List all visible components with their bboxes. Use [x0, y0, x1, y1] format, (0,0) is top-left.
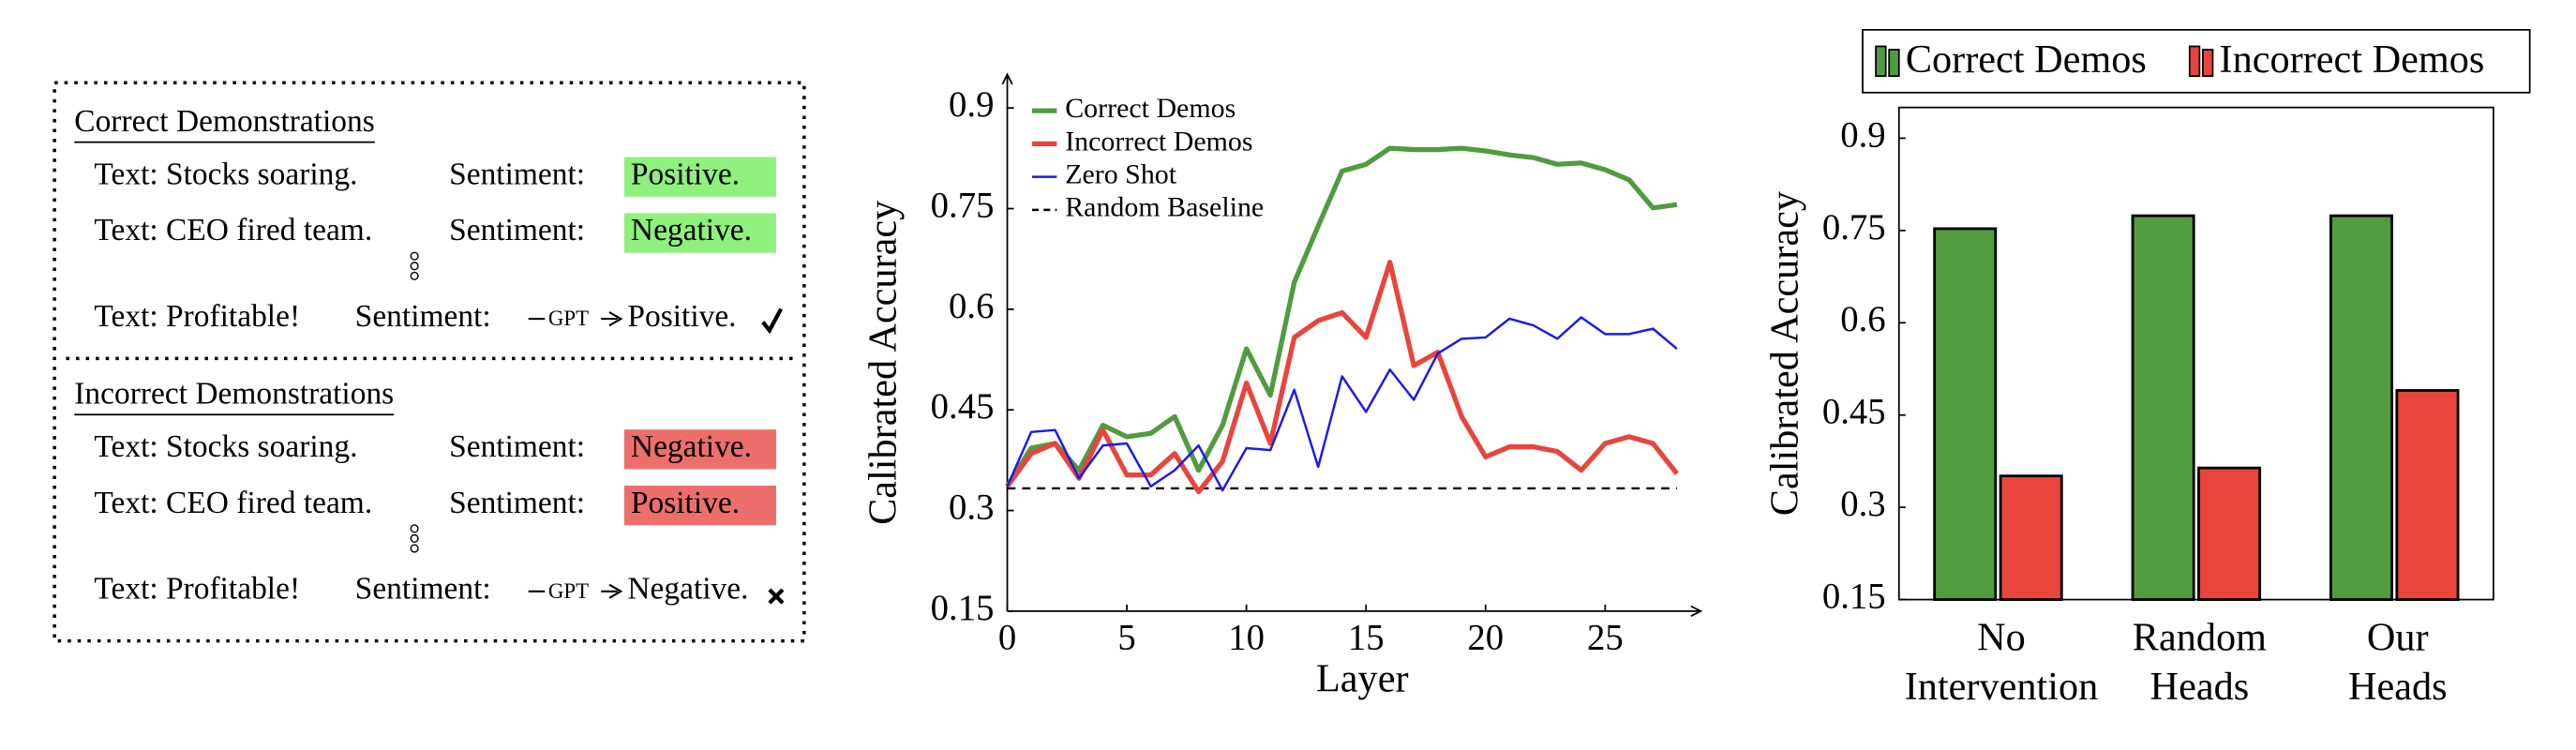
plot-frame	[1897, 106, 2494, 601]
example-prompt: Sentiment:	[449, 157, 585, 191]
x-tick-label: 15	[1348, 617, 1385, 657]
x-tick-label: Intervention	[1905, 665, 2099, 709]
y-tick-label: 0.9	[1840, 114, 1885, 155]
y-tick-label: 0.15	[931, 588, 995, 628]
legend-swatch	[2202, 49, 2214, 78]
y-tick-label: 0.3	[949, 487, 994, 527]
example-text: Text: Stocks soaring.	[94, 429, 357, 464]
series-line	[1005, 260, 1679, 495]
legend-swatch	[2188, 45, 2201, 78]
x-axis-arrow	[1690, 605, 1703, 617]
y-axis-arrow	[1001, 72, 1013, 85]
x-tick-label: 10	[1228, 617, 1265, 657]
label-highlight	[623, 429, 776, 470]
legend-label: Correct Demos	[1065, 93, 1236, 124]
demo-panel: Correct Demonstrations Text: Stocks soari…	[52, 81, 806, 643]
example-label: Negative.	[631, 213, 752, 248]
query-prompt: Sentiment:	[355, 299, 491, 334]
y-tick-label: 0.45	[931, 386, 995, 427]
ellipsis-dot	[410, 271, 419, 280]
x-tick-label: Heads	[2150, 665, 2250, 709]
bar	[2197, 466, 2262, 601]
example-label: Positive.	[631, 157, 740, 191]
query-text: Text: Profitable!	[94, 571, 300, 606]
label-highlight	[623, 486, 776, 526]
x-tick-label: No	[1977, 615, 2026, 659]
ellipsis-dot	[410, 524, 419, 533]
ellipsis-dot	[410, 251, 419, 261]
series-line	[1006, 316, 1678, 492]
section-title: Incorrect Demonstrations	[74, 377, 394, 412]
example-prompt: Sentiment:	[449, 486, 585, 520]
legend-label: Random Baseline	[1065, 192, 1264, 223]
example-label: Positive.	[631, 486, 740, 520]
example-prompt: Sentiment:	[449, 213, 585, 248]
bar	[2329, 214, 2393, 601]
x-tick-label: Our	[2367, 615, 2429, 659]
bar	[2131, 214, 2195, 601]
model-name: GPT	[548, 579, 589, 603]
query-prompt: Sentiment:	[355, 571, 491, 606]
legend-swatch	[1888, 49, 1900, 78]
legend-label: Incorrect Demos	[2220, 38, 2485, 82]
query-output: Negative.	[627, 571, 748, 606]
y-tick-label: 0.3	[1840, 484, 1885, 524]
x-tick-label: 20	[1467, 617, 1504, 657]
example-prompt: Sentiment:	[449, 429, 585, 464]
label-highlight	[623, 213, 776, 253]
x-tick-label: 5	[1117, 617, 1135, 657]
legend-label: Zero Shot	[1065, 158, 1177, 189]
section-title: Correct Demonstrations	[74, 104, 375, 139]
bar	[2395, 389, 2460, 601]
legend-swatch	[1875, 45, 1887, 78]
y-tick-label: 0.6	[1840, 299, 1885, 339]
label-highlight	[623, 157, 776, 197]
check-icon	[761, 308, 784, 335]
cross-icon	[768, 588, 785, 605]
ellipsis-dot	[410, 533, 419, 543]
arrow-head	[608, 311, 623, 327]
series-line	[1005, 145, 1678, 488]
ellipsis-dot	[410, 262, 419, 271]
y-tick-label: 0.75	[1822, 207, 1886, 248]
example-text: Text: CEO fired team.	[94, 486, 372, 520]
y-axis-label: Calibrated Accuracy	[1762, 191, 1806, 516]
model-name: GPT	[548, 307, 589, 330]
x-tick-label: 0	[998, 617, 1016, 657]
query-output: Positive.	[627, 299, 736, 334]
x-tick-label: Heads	[2348, 665, 2448, 709]
ellipsis-dot	[410, 544, 419, 553]
bar	[1933, 227, 1998, 601]
legend-label: Correct Demos	[1906, 38, 2147, 82]
example-text: Text: CEO fired team.	[94, 213, 372, 248]
x-tick-label: Random	[2133, 615, 2267, 659]
y-tick-label: 0.15	[1822, 576, 1886, 616]
bar	[1999, 474, 2063, 601]
y-tick-label: 0.45	[1822, 392, 1886, 432]
x-axis-label: Layer	[1316, 656, 1409, 700]
example-text: Text: Stocks soaring.	[94, 157, 357, 191]
arrow-head	[608, 583, 623, 599]
x-tick-label: 25	[1587, 617, 1624, 657]
y-tick-label: 0.6	[949, 286, 994, 326]
y-tick-label: 0.9	[949, 84, 994, 125]
legend-label: Incorrect Demos	[1065, 126, 1252, 157]
example-label: Negative.	[631, 429, 752, 464]
query-text: Text: Profitable!	[94, 299, 300, 334]
y-tick-label: 0.75	[931, 185, 995, 225]
y-axis-label: Calibrated Accuracy	[861, 201, 906, 525]
